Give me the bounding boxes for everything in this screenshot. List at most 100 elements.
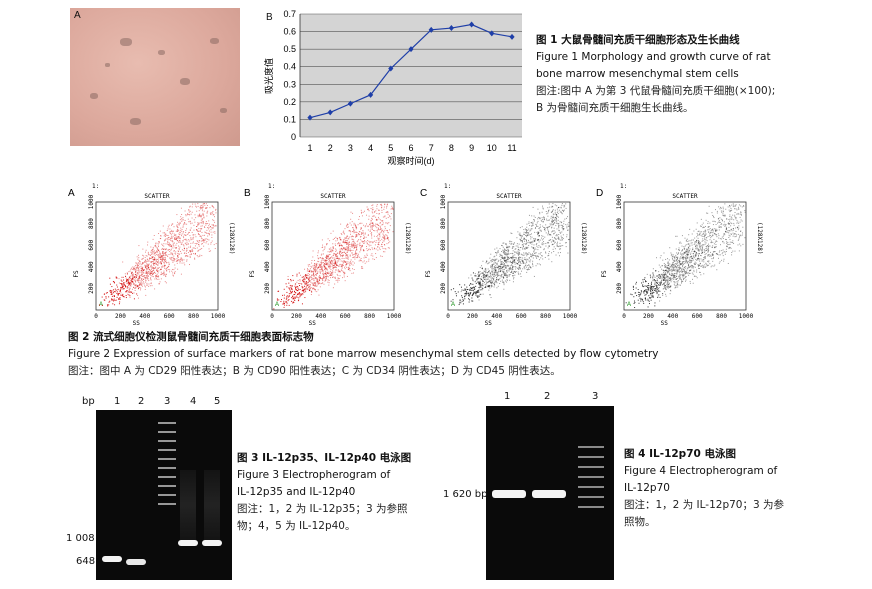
fig3-title-en-1: Figure 3 Electropherogram of <box>237 469 391 481</box>
y-tick-label: 800 <box>616 218 623 229</box>
fig3-lane-numbers: 1 2 3 4 5 <box>96 396 236 408</box>
x-tick-label: 1000 <box>563 313 578 320</box>
fig4-note-2: 照物。 <box>624 516 656 528</box>
plot-frame <box>623 201 747 311</box>
x-tick-label: 400 <box>667 313 678 320</box>
y-tick-label: 600 <box>616 239 623 250</box>
x-tick-label: 6 <box>408 143 413 153</box>
scatter-title: SCATTER <box>496 193 522 200</box>
flow-panel-c: C 1: SCATTER 200 400 600 800 1000 0 200 400 600 800 1… <box>420 183 587 327</box>
fig2-caption: 图 2 流式细胞仪检测鼠骨髓间充质干细胞表面标志物 Figure 2 Expre… <box>68 329 868 380</box>
growth-curve-chart: 0 0.1 0.2 0.3 0.4 0.5 0.6 0.7 1 2 3 4 5 6 7 8 9 10 11 吸光度… <box>263 9 522 166</box>
y-tick-label: 800 <box>88 218 95 229</box>
y-tick-label: 1000 <box>88 194 95 209</box>
fig1-title-en-1: Figure 1 Morphology and growth curve of … <box>536 51 771 63</box>
y-axis-label: FS <box>73 270 80 278</box>
lane-number: 4 <box>190 396 197 407</box>
fig1-panel-b-label: B <box>266 12 273 23</box>
panel-letter: B <box>244 188 251 199</box>
x-tick-label: 600 <box>516 313 527 320</box>
x-tick-label: 9 <box>469 143 474 153</box>
x-tick-label: 10 <box>487 143 497 153</box>
fig4-title-zh: 图 4 IL-12p70 电泳图 <box>624 448 736 460</box>
fig3-marker-648: 648 <box>76 556 96 567</box>
fig1-title-zh: 图 1 大鼠骨髓间充质干细胞形态及生长曲线 <box>536 34 740 46</box>
lane-number: 2 <box>138 396 145 407</box>
event-cloud <box>98 203 217 307</box>
fig3-note-2: 物；4，5 为 IL-12p40。 <box>237 520 356 532</box>
x-tick-label: 0 <box>270 313 274 320</box>
x-tick-label: 7 <box>429 143 434 153</box>
flow-cytometry-row: A 1: SCATTER 200 400 600 800 1000 0 200 400 600 800 1… <box>66 180 786 330</box>
band-lane-2 <box>126 559 146 565</box>
fig4-note-1: 图注：1，2 为 IL-12p70；3 为参 <box>624 499 784 511</box>
y-tick-label: 0 <box>291 132 296 142</box>
y-tick-label: 0.3 <box>283 79 296 89</box>
x-tick-label: 2 <box>328 143 333 153</box>
x-tick-label: 1 <box>307 143 312 153</box>
lane-number: 2 <box>544 391 551 402</box>
gate-label: A <box>451 302 455 308</box>
y-tick-label: 400 <box>264 261 271 272</box>
data-point <box>489 30 495 37</box>
y-tick-label: 400 <box>88 261 95 272</box>
x-tick-label: 11 <box>507 143 516 153</box>
x-tick-label: 1000 <box>387 313 402 320</box>
x-tick-label: 800 <box>540 313 551 320</box>
event-cloud <box>625 203 746 309</box>
flow-panel-d: D 1: SCATTER 200 400 600 800 1000 0 200 400 600 800 1… <box>596 183 763 327</box>
fig3-note-1: 图注：1，2 为 IL-12p35；3 为参照 <box>237 503 408 515</box>
x-tick-label: 0 <box>446 313 450 320</box>
fig4-marker-1620: 1 620 bp <box>443 489 488 500</box>
y-tick-label: 800 <box>440 218 447 229</box>
y-tick-label: 0.5 <box>283 44 296 54</box>
band-lane-1 <box>492 490 526 498</box>
resolution-label: (128X128) <box>756 222 763 255</box>
fig3-marker-1008: 1 008 <box>66 533 95 544</box>
x-tick-label: 8 <box>449 143 454 153</box>
lane-smear <box>180 470 196 540</box>
scatter-title: SCATTER <box>672 193 698 200</box>
event-cloud <box>450 203 570 306</box>
panel-number: 1: <box>620 183 627 190</box>
y-tick-label: 0.4 <box>283 62 296 72</box>
fig2-title-zh: 图 2 流式细胞仪检测鼠骨髓间充质干细胞表面标志物 <box>68 331 314 343</box>
fig4-lane-numbers: 1 2 3 <box>486 391 616 403</box>
x-tick-label: 5 <box>388 143 393 153</box>
band-lane-5 <box>202 540 222 546</box>
fig2-note: 图注：图中 A 为 CD29 阳性表达；B 为 CD90 阳性表达；C 为 CD… <box>68 365 561 377</box>
x-tick-label: 600 <box>164 313 175 320</box>
fig4-title-en-1: Figure 4 Electropherogram of <box>624 465 778 477</box>
chart-plot-area <box>300 14 522 137</box>
x-axis-label: SS <box>309 320 317 327</box>
fig4-title-en-2: IL-12p70 <box>624 482 670 494</box>
y-tick-label: 400 <box>440 261 447 272</box>
resolution-label: (128X128) <box>228 222 235 255</box>
fig3-gel-image <box>96 410 232 580</box>
flow-panel-a: A 1: SCATTER 200 400 600 800 1000 0 200 400 600 800 1… <box>68 183 235 327</box>
lane-number: 3 <box>164 396 171 407</box>
y-tick-label: 1000 <box>616 194 623 209</box>
x-tick-label: 4 <box>368 143 373 153</box>
fig1-panel-a-label: A <box>74 10 81 21</box>
panel-number: 1: <box>268 183 275 190</box>
gate-label: A <box>275 302 279 308</box>
lane-smear <box>204 470 220 540</box>
x-tick-label: 600 <box>692 313 703 320</box>
fig4-gel-image <box>486 406 614 580</box>
y-tick-label: 600 <box>440 239 447 250</box>
band-lane-1 <box>102 556 122 562</box>
x-axis-label: 观察时间(d) <box>388 155 435 166</box>
gate-label: A <box>627 302 631 308</box>
y-tick-label: 1000 <box>440 194 447 209</box>
fig1-note-1: 图注:图中 A 为第 3 代鼠骨髓间充质干细胞(×100); <box>536 85 776 97</box>
data-point <box>307 114 313 121</box>
y-axis-label: FS <box>601 270 608 278</box>
x-tick-label: 600 <box>340 313 351 320</box>
fig4-caption: 图 4 IL-12p70 电泳图 Figure 4 Electropherogr… <box>624 446 824 531</box>
x-tick-label: 200 <box>467 313 478 320</box>
y-axis-label: FS <box>425 270 432 278</box>
marker-ladder <box>578 446 604 511</box>
lane-number: 1 <box>114 396 121 407</box>
fig3-title-en-2: IL-12p35 and IL-12p40 <box>237 486 356 498</box>
